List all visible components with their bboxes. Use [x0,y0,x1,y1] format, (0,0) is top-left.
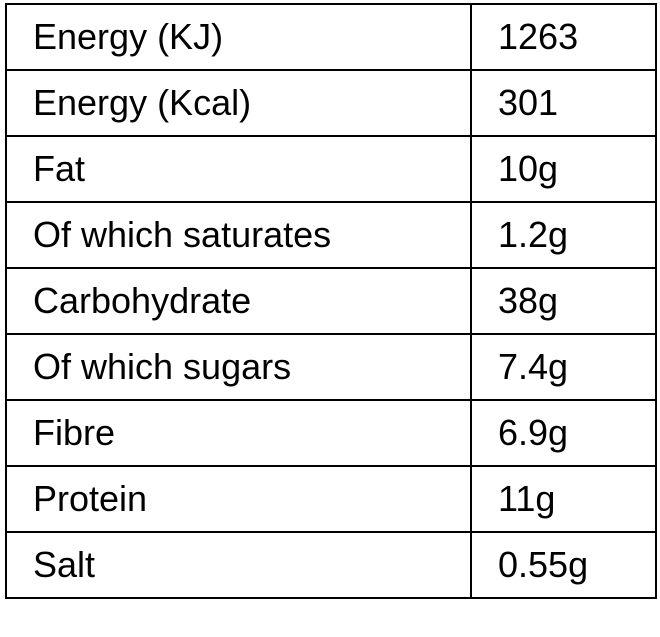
table-body: Energy (KJ) 1263 Energy (Kcal) 301 Fat 10g Of … [5,3,657,599]
table-row: Of which saturates 1.2g [5,201,657,269]
nutrient-name: Fat [5,135,472,203]
nutrient-name: Energy (Kcal) [5,69,472,137]
table-row: Of which sugars 7.4g [5,333,657,401]
table-row: Energy (Kcal) 301 [5,69,657,137]
nutrition-table: Energy (KJ) 1263 Energy (Kcal) 301 Fat 10g Of … [5,3,657,599]
nutrient-name: Protein [5,465,472,533]
nutrient-name: Of which sugars [5,333,472,401]
table-row: Fat 10g [5,135,657,203]
table-row: Protein 11g [5,465,657,533]
nutrient-amount: 10g [470,135,657,203]
table-row: Carbohydrate 38g [5,267,657,335]
nutrient-amount: 1.2g [470,201,657,269]
nutrient-amount: 0.55g [470,531,657,599]
nutrient-amount: 7.4g [470,333,657,401]
table-row: Fibre 6.9g [5,399,657,467]
table-row: Salt 0.55g [5,531,657,599]
nutrient-name: Salt [5,531,472,599]
nutrient-amount: 301 [470,69,657,137]
table-row: Energy (KJ) 1263 [5,3,657,71]
nutrient-amount: 11g [470,465,657,533]
nutrient-amount: 6.9g [470,399,657,467]
nutrient-amount: 38g [470,267,657,335]
nutrient-name: Fibre [5,399,472,467]
nutrient-amount: 1263 [470,3,657,71]
nutrient-name: Carbohydrate [5,267,472,335]
nutrient-name: Of which saturates [5,201,472,269]
nutrient-name: Energy (KJ) [5,3,472,71]
